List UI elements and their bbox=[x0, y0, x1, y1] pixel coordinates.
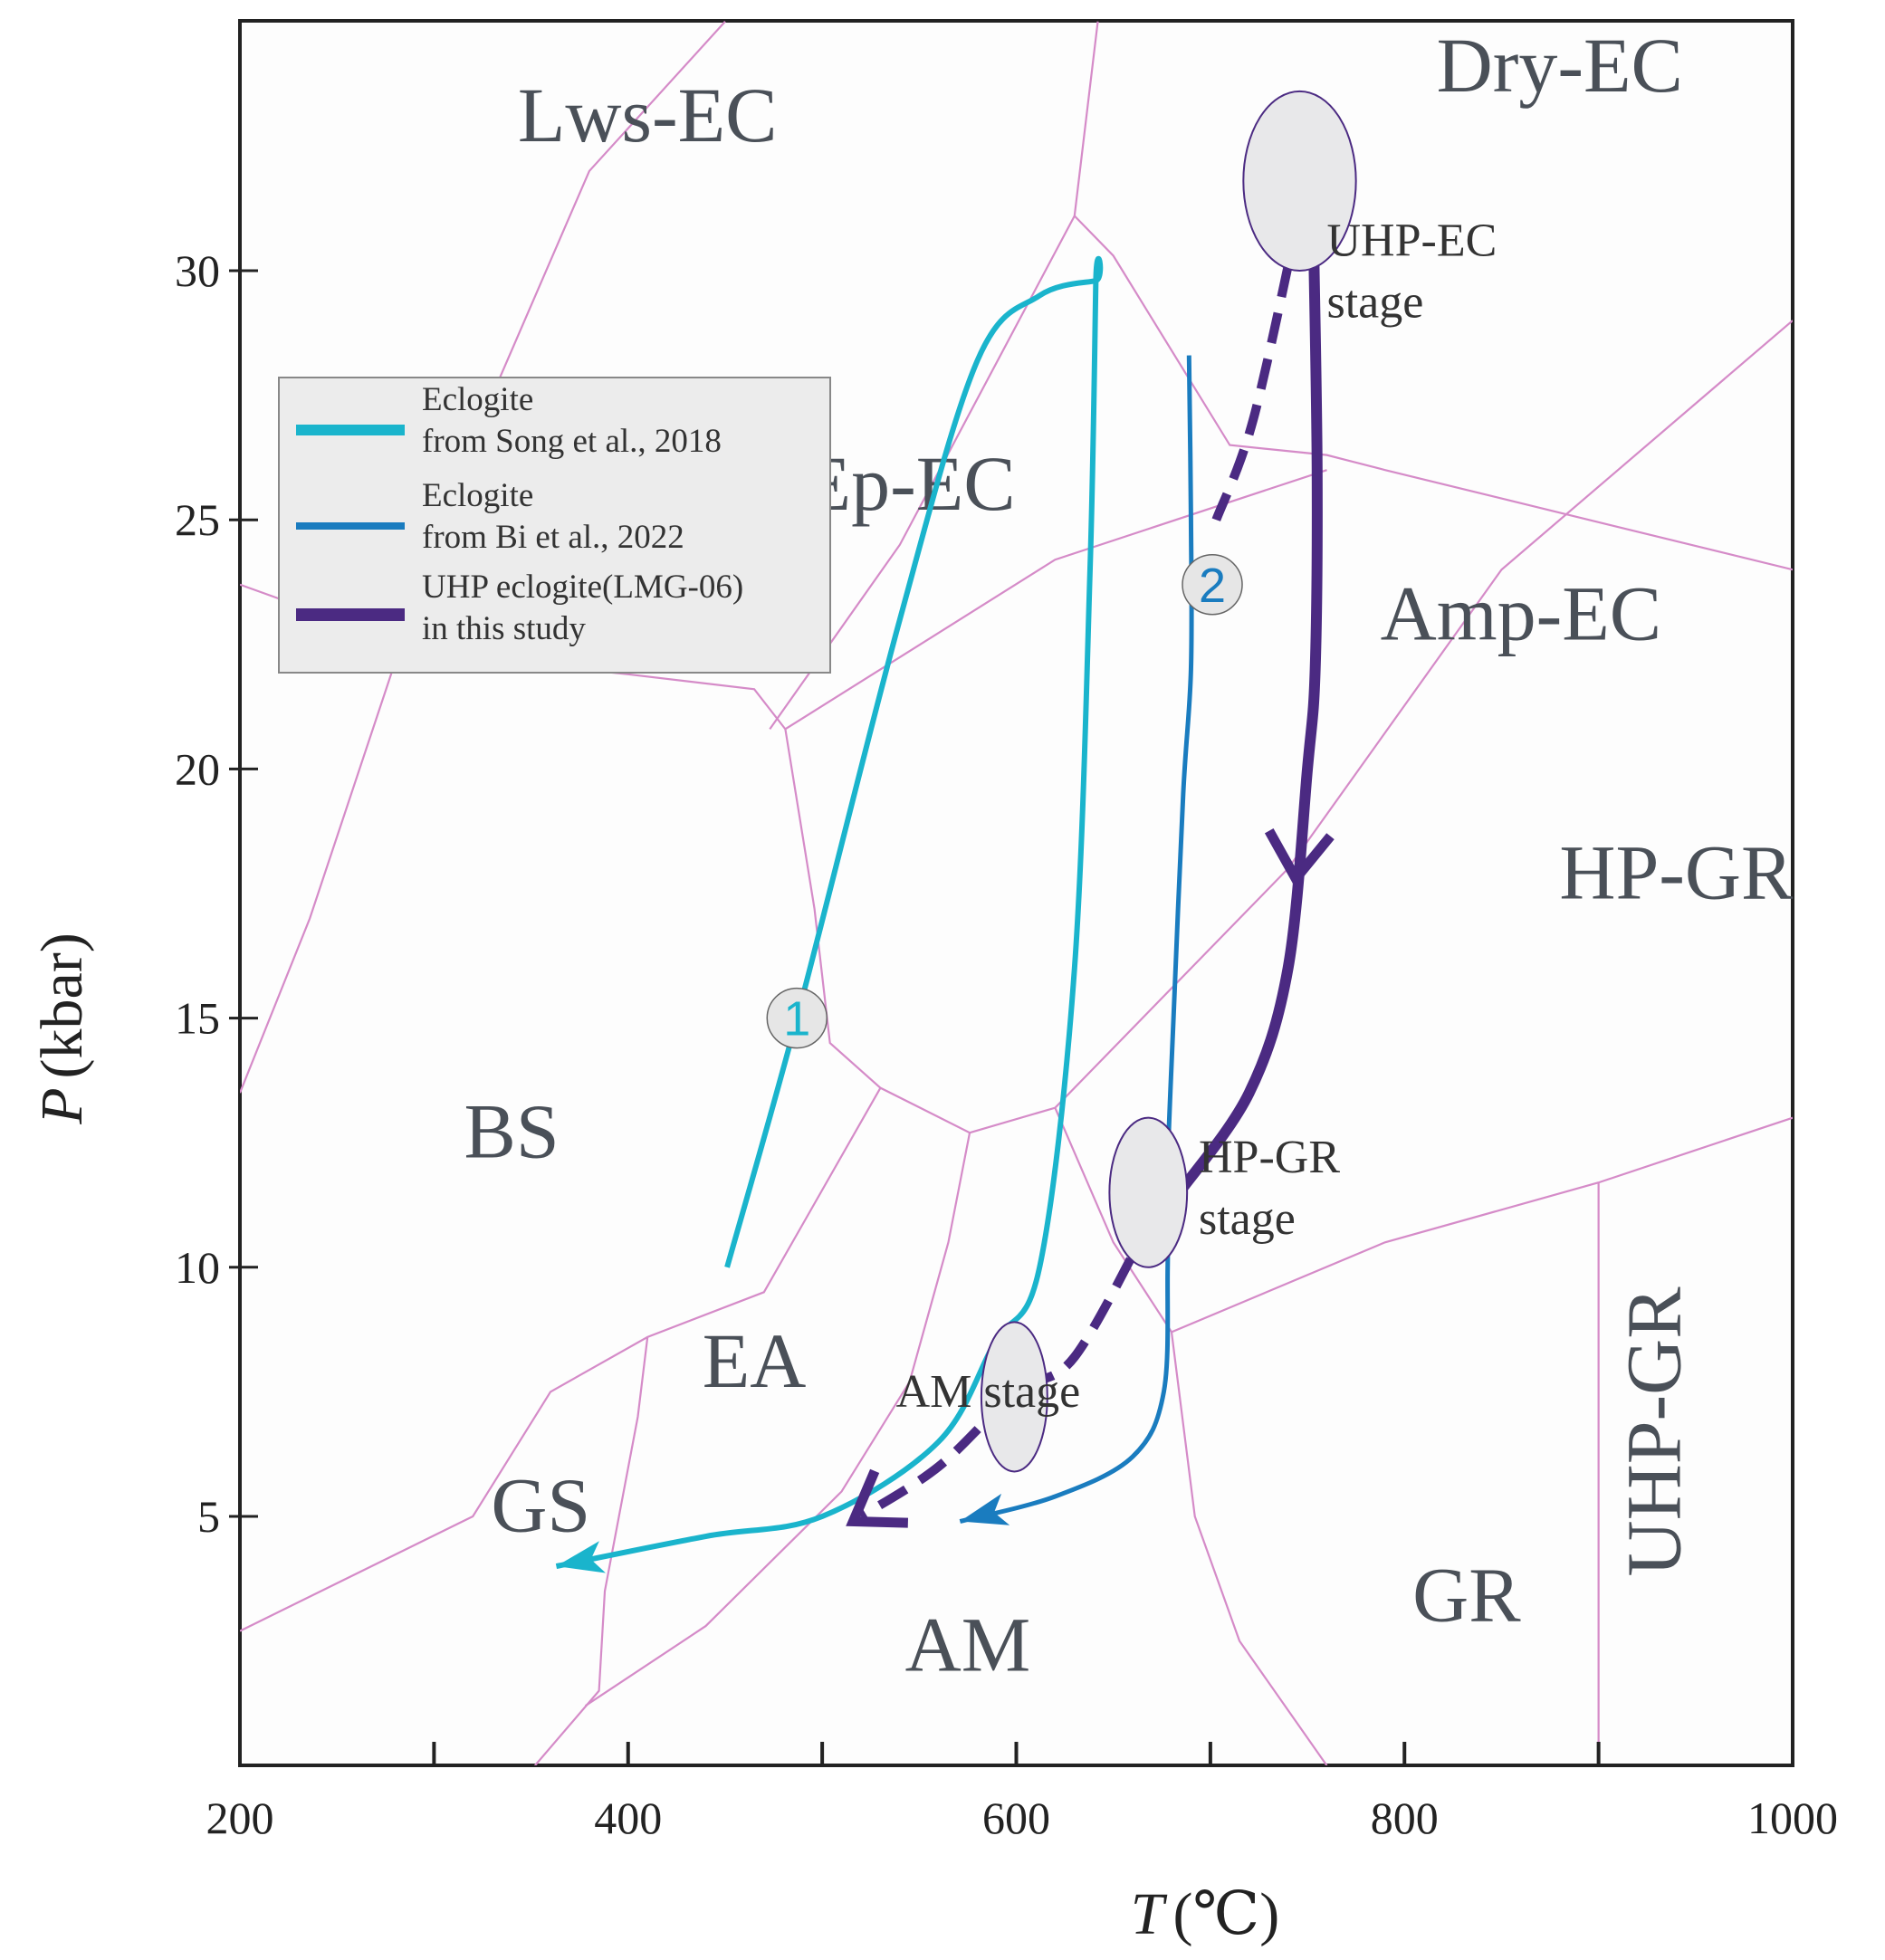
facies-boundary-line bbox=[1170, 1332, 1328, 1765]
pt-paths: 12 bbox=[555, 219, 1335, 1573]
stage-label-uhp-ec-line2: stage bbox=[1327, 276, 1424, 328]
legend-entry-line1: UHP eclogite(LMG-06) bbox=[422, 569, 743, 606]
path-number-marker bbox=[1182, 554, 1243, 616]
x-tick-label: 800 bbox=[1371, 1793, 1439, 1843]
axis-titles: T (℃) P (kbar) bbox=[29, 932, 1279, 1947]
y-axis-symbol: P bbox=[29, 1087, 95, 1124]
y-axis-title: P (kbar) bbox=[29, 932, 95, 1125]
legend: Eclogite from Song et al., 2018 Eclogite… bbox=[278, 377, 831, 674]
stage-label-hp-gr: HP-GR bbox=[1199, 1132, 1340, 1183]
series-line-song-2018 bbox=[555, 255, 1104, 1569]
facies-boundary-line bbox=[534, 1336, 649, 1765]
facies-field-label: BS bbox=[464, 1088, 560, 1175]
stage-label-am: AM stage bbox=[896, 1366, 1081, 1418]
facies-field-labels: Lws-EC Dry-EC Ep-EC Amp-EC HP-GR BS EA GS AM GR UH… bbox=[464, 22, 1794, 1688]
facies-field-label: Ep-EC bbox=[804, 440, 1016, 527]
facies-boundary-line bbox=[584, 1132, 971, 1707]
facies-boundary-line bbox=[1054, 1107, 1793, 1334]
arrow-head-bi-2022 bbox=[960, 1493, 1010, 1525]
y-tick-label: 20 bbox=[175, 743, 220, 794]
arrow-head-this-study bbox=[846, 1468, 909, 1528]
facies-field-label: Dry-EC bbox=[1437, 22, 1683, 109]
stage-marker-am bbox=[980, 1321, 1048, 1473]
series-line-this-study-solid bbox=[1174, 220, 1323, 1196]
stage-marker-hp-gr bbox=[1108, 1116, 1189, 1268]
facies-field-label: Lws-EC bbox=[518, 72, 778, 158]
y-tick-label: 30 bbox=[175, 245, 220, 296]
y-tick-label: 5 bbox=[197, 1491, 220, 1542]
facies-boundary-line bbox=[784, 469, 1327, 731]
legend-entry-line1: Eclogite bbox=[422, 381, 533, 418]
x-tick-label: 600 bbox=[982, 1793, 1050, 1843]
facies-field-label: UHP-GR bbox=[1611, 1286, 1698, 1577]
legend-entry-line2: from Bi et al., 2022 bbox=[422, 519, 684, 556]
y-tick-label: 25 bbox=[175, 494, 220, 545]
arrow-head-song-2018 bbox=[556, 1541, 606, 1573]
x-tick-label: 400 bbox=[594, 1793, 662, 1843]
stage-marker-uhp-ec bbox=[1242, 90, 1357, 272]
x-tick-label: 1000 bbox=[1747, 1793, 1838, 1843]
facies-field-label: EA bbox=[703, 1317, 807, 1404]
facies-field-label: GS bbox=[491, 1462, 590, 1549]
facies-field-label: GR bbox=[1412, 1552, 1521, 1639]
stage-label-uhp-ec: UHP-EC bbox=[1327, 215, 1497, 266]
stage-label-hp-gr-line2: stage bbox=[1199, 1193, 1296, 1245]
path-number-label: 1 bbox=[783, 992, 810, 1047]
legend-entry-line2: from Song et al., 2018 bbox=[422, 423, 722, 460]
y-axis-unit: (kbar) bbox=[29, 932, 95, 1078]
legend-entry-line1: Eclogite bbox=[422, 477, 533, 514]
x-axis-symbol: T bbox=[1131, 1881, 1168, 1947]
facies-boundary-line bbox=[240, 1087, 882, 1632]
arrow-head-this-study bbox=[1264, 828, 1335, 888]
path-number-label: 2 bbox=[1199, 559, 1226, 613]
axes: 200 400 600 800 1000 5 10 15 20 25 30 bbox=[175, 245, 1838, 1843]
x-axis-title: T (℃) bbox=[1131, 1881, 1280, 1947]
facies-field-label: Amp-EC bbox=[1381, 569, 1662, 656]
y-tick-label: 10 bbox=[175, 1242, 220, 1293]
facies-field-label: HP-GR bbox=[1559, 829, 1794, 916]
legend-entry-line2: in this study bbox=[422, 610, 586, 647]
x-tick-label: 200 bbox=[206, 1793, 274, 1843]
path-number-marker bbox=[766, 987, 828, 1049]
y-tick-label: 15 bbox=[175, 993, 220, 1044]
facies-field-label: AM bbox=[905, 1601, 1031, 1688]
x-axis-unit: (℃) bbox=[1172, 1881, 1279, 1947]
metamorphic-stages: UHP-EC stage HP-GR stage AM stage bbox=[896, 90, 1497, 1473]
